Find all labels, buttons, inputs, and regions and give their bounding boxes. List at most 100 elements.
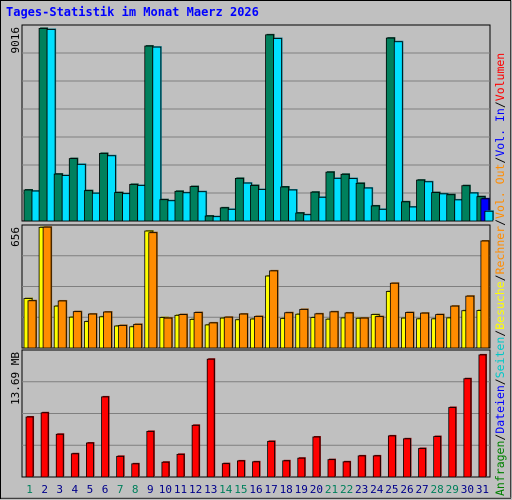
chart-legend: Anfragen/Dateien/Seiten/Besuche/Rechner/… xyxy=(493,53,507,496)
bar-anfragen-day-7 xyxy=(114,192,123,222)
bar-rechner-day-22 xyxy=(344,312,354,349)
bar-volumen-day-22 xyxy=(342,461,351,478)
bar-rechner-day-21 xyxy=(329,311,339,349)
bar-rechner-day-13 xyxy=(208,322,218,349)
bar-rechner-day-12 xyxy=(193,312,203,349)
bar-rechner-day-18 xyxy=(284,312,294,349)
legend-entry-dateien: Dateien xyxy=(493,385,507,433)
bar-volumen-day-25 xyxy=(387,435,396,478)
legend-separator: / xyxy=(493,219,507,226)
bar-anfragen-day-20 xyxy=(310,191,320,222)
bar-rechner-day-27 xyxy=(420,312,429,349)
bar-volumen-day-31 xyxy=(478,354,487,478)
bar-rechner-day-25 xyxy=(389,282,399,349)
bar-volumen-day-27 xyxy=(418,448,426,478)
legend-entry-seiten: Seiten xyxy=(493,337,507,379)
bar-volumen-day-18 xyxy=(282,460,291,478)
x-tick-label-day-14: 14 xyxy=(219,483,233,496)
x-tick-label-day-5: 5 xyxy=(87,483,94,496)
legend-separator: / xyxy=(493,330,507,337)
bar-rechner-day-23 xyxy=(359,317,369,349)
bar-volumen-day-3 xyxy=(55,433,64,478)
x-tick-label-day-26: 26 xyxy=(400,483,413,496)
bar-volumen-day-28 xyxy=(433,436,442,478)
x-tick-label-day-19: 19 xyxy=(295,483,308,496)
x-tick-label-day-17: 17 xyxy=(264,483,277,496)
bar-volumen-day-20 xyxy=(312,436,321,478)
panel-volumen: 13.69 MB xyxy=(9,349,491,478)
bar-anfragen-day-24 xyxy=(370,205,380,222)
bar-volumen-day-23 xyxy=(357,455,366,478)
bar-rechner-day-28 xyxy=(435,314,445,349)
bar-seiten-day-31 xyxy=(484,210,494,222)
legend-entry-anfragen: Anfragen xyxy=(493,441,507,496)
x-tick-label-day-6: 6 xyxy=(102,483,109,496)
bar-anfragen-day-14 xyxy=(219,207,229,222)
x-tick-label-day-30: 30 xyxy=(461,483,474,496)
chart-panels: 9016 656 13.69 MB xyxy=(9,24,494,478)
bar-anfragen-day-9 xyxy=(144,45,154,222)
bar-rechner-day-3 xyxy=(57,300,67,349)
bar-anfragen-day-18 xyxy=(280,186,290,222)
bar-anfragen-day-13 xyxy=(204,215,214,222)
bar-volumen-day-17 xyxy=(267,440,275,478)
bar-volumen-day-13 xyxy=(206,358,215,478)
x-tick-label-day-20: 20 xyxy=(310,483,323,496)
x-tick-label-day-7: 7 xyxy=(117,483,124,496)
bar-anfragen-day-27 xyxy=(416,179,425,222)
bar-volumen-day-10 xyxy=(161,461,170,478)
bar-seiten-day-6 xyxy=(107,155,116,222)
x-tick-label-day-25: 25 xyxy=(385,483,398,496)
bar-rechner-day-9 xyxy=(148,232,158,349)
x-tick-label-day-18: 18 xyxy=(280,483,293,496)
bar-rechner-day-31 xyxy=(480,240,490,349)
x-tick-label-day-3: 3 xyxy=(56,483,63,496)
x-tick-label-day-16: 16 xyxy=(249,483,262,496)
bar-seiten-day-25 xyxy=(393,41,403,222)
bar-anfragen-day-29 xyxy=(446,194,456,222)
panel-anfragen: 9016 xyxy=(9,24,494,222)
bar-rechner-day-6 xyxy=(103,311,112,349)
x-tick-label-day-22: 22 xyxy=(340,483,353,496)
x-tick-label-day-4: 4 xyxy=(72,483,79,496)
bar-rechner-day-7 xyxy=(118,325,127,349)
bar-volumen-day-14 xyxy=(221,463,230,478)
bar-rechner-day-2 xyxy=(42,226,52,349)
legend-entry-volumen: Volumen xyxy=(493,53,507,101)
bar-volumen-day-16 xyxy=(252,461,260,478)
y-max-label: 13.69 MB xyxy=(9,352,22,405)
legend-entry-vol-in: Vol. In xyxy=(493,108,507,156)
bar-anfragen-day-8 xyxy=(129,184,139,222)
bar-volumen-day-8 xyxy=(131,463,140,478)
legend-entry-besuche: Besuche xyxy=(493,281,507,330)
bar-anfragen-day-15 xyxy=(234,177,244,222)
bar-volumen-day-7 xyxy=(116,455,125,478)
bar-anfragen-day-5 xyxy=(83,190,93,222)
x-tick-label-day-9: 9 xyxy=(147,483,154,496)
bar-anfragen-day-3 xyxy=(53,173,63,222)
bar-rechner-day-29 xyxy=(450,305,460,349)
bar-rechner-day-1 xyxy=(27,300,37,349)
bar-anfragen-day-19 xyxy=(295,212,305,222)
bar-volumen-day-4 xyxy=(70,453,79,478)
bar-seiten-day-12 xyxy=(197,191,207,222)
x-axis-labels: 1 2 3 4 5 6 7 8 9 10 11 12 13 14 15 16 17 18 19 20 21 22 23 24 2… xyxy=(26,483,489,496)
bar-volumen-day-2 xyxy=(40,412,49,478)
bar-volumen-day-21 xyxy=(327,459,336,478)
bar-anfragen-day-28 xyxy=(431,192,441,222)
x-tick-label-day-23: 23 xyxy=(355,483,368,496)
bar-volumen-day-1 xyxy=(25,416,34,478)
bar-anfragen-day-2 xyxy=(38,28,48,222)
bar-rechner-day-16 xyxy=(254,316,263,349)
bar-anfragen-day-30 xyxy=(461,185,471,222)
panel-besuche: 656 xyxy=(9,224,491,349)
bar-anfragen-day-26 xyxy=(401,201,410,222)
legend-separator: / xyxy=(493,157,507,164)
bar-volumen-day-6 xyxy=(101,396,109,478)
bar-volumen-day-19 xyxy=(297,457,306,478)
bar-seiten-day-18 xyxy=(288,189,298,222)
x-tick-label-day-10: 10 xyxy=(159,483,172,496)
bar-volumen-day-24 xyxy=(372,455,381,478)
x-tick-label-day-13: 13 xyxy=(204,483,217,496)
